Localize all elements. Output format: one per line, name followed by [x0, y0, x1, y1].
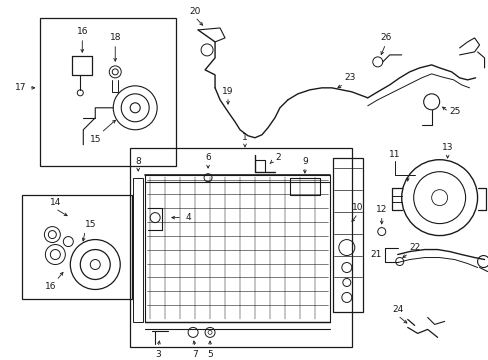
Text: 15: 15	[84, 220, 96, 229]
Text: 24: 24	[391, 305, 403, 314]
Bar	[130, 148, 351, 347]
Text: 4: 4	[185, 213, 190, 222]
Text: 23: 23	[344, 73, 355, 82]
Text: 5: 5	[207, 350, 212, 359]
Text: 21: 21	[369, 250, 381, 259]
Text: 7: 7	[192, 350, 198, 359]
Text: 15: 15	[89, 135, 101, 144]
Text: 16: 16	[77, 27, 88, 36]
Text: 17: 17	[15, 84, 26, 93]
Text: 25: 25	[448, 107, 459, 116]
Text: 2: 2	[275, 153, 280, 162]
Bar	[41, 18, 176, 166]
Text: 12: 12	[375, 205, 386, 214]
Bar	[22, 195, 132, 300]
Text: 18: 18	[109, 33, 121, 42]
Text: 16: 16	[44, 282, 56, 291]
Text: 6: 6	[205, 153, 210, 162]
Text: 1: 1	[242, 133, 247, 142]
Text: 11: 11	[388, 150, 400, 159]
Bar	[332, 158, 362, 312]
Text: 22: 22	[408, 243, 420, 252]
Bar	[145, 175, 329, 323]
Text: 8: 8	[135, 157, 141, 166]
Text: 19: 19	[222, 87, 233, 96]
Text: 9: 9	[302, 157, 307, 166]
Bar	[133, 178, 143, 323]
Text: 10: 10	[351, 203, 363, 212]
Text: 26: 26	[379, 33, 390, 42]
Text: 13: 13	[441, 143, 452, 152]
Text: 20: 20	[189, 8, 201, 17]
Text: 14: 14	[50, 198, 61, 207]
Text: 3: 3	[155, 350, 161, 359]
